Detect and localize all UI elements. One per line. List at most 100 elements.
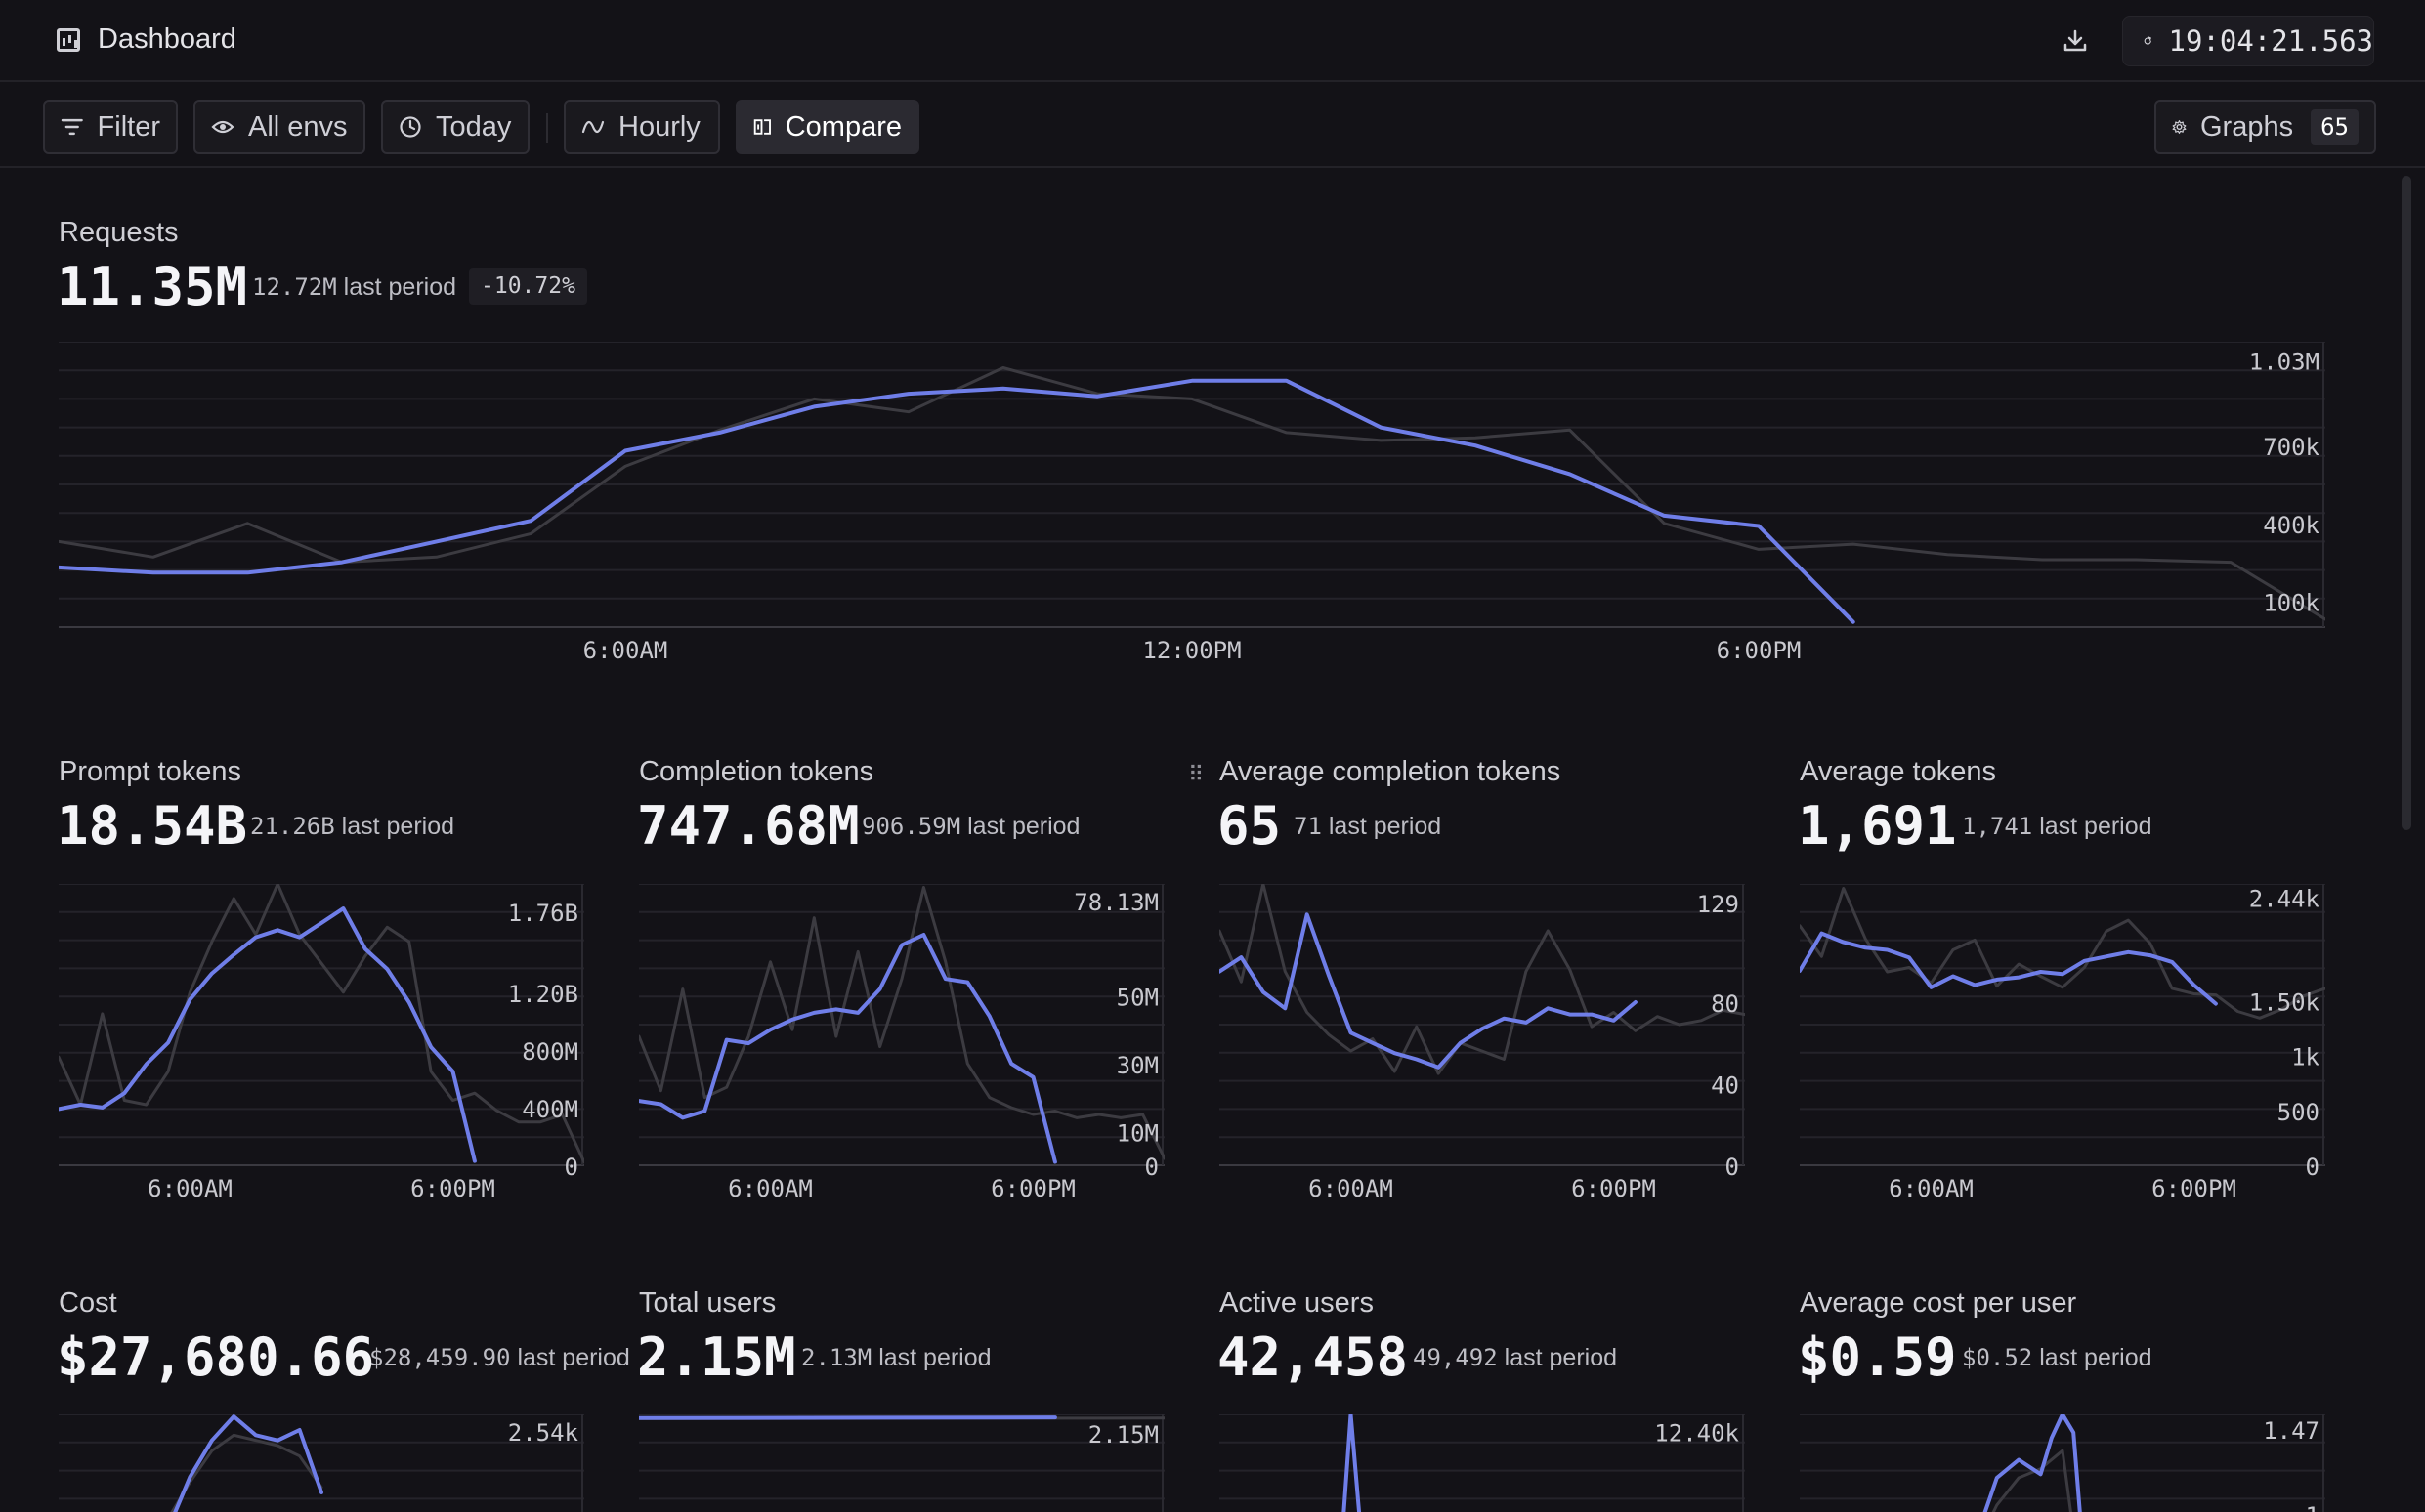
requests-title: Requests: [59, 217, 179, 248]
y-tick-label: 1.50k: [2249, 988, 2320, 1016]
y-tick-label: 800M: [522, 1038, 578, 1066]
previous-period-series: [639, 886, 1165, 1160]
refresh-icon: [2144, 36, 2151, 45]
clock-icon: [400, 116, 421, 138]
completion-tokens-chart: 78.13M 50M 30M 10M 0 6:00AM 6:00PM: [639, 884, 1165, 1202]
completion-tokens-last-period: 906.59M last period: [862, 813, 1080, 841]
avg-completion-tokens-value: 65: [1217, 795, 1282, 857]
current-period-series: [639, 933, 1057, 1164]
avg-completion-tokens-last-period-value: 71: [1294, 813, 1322, 840]
avg-completion-tokens-last-period: 71 last period: [1294, 813, 1441, 841]
interval-label: Hourly: [618, 110, 701, 143]
completion-tokens-value: 747.68M: [637, 795, 860, 857]
total-users-chart: 2.15M1.40M: [639, 1414, 1165, 1512]
previous-period-series: [1219, 884, 1745, 1075]
y-tick-label: 1k: [2291, 1044, 2319, 1071]
active-users-last-period-value: 49,492: [1413, 1344, 1498, 1371]
avg-cost-user-last-period: $0.52 last period: [1962, 1344, 2152, 1372]
scrollbar[interactable]: [2402, 176, 2411, 830]
y-tick-label: 400k: [2263, 512, 2319, 539]
envs-label: All envs: [248, 110, 348, 143]
requests-last-period-label: last period: [343, 273, 457, 301]
x-tick-label: 6:00PM: [1717, 637, 1802, 664]
y-tick-label: 80: [1711, 990, 1739, 1018]
cost-title: Cost: [59, 1287, 117, 1319]
avg-tokens-title: Average tokens: [1800, 756, 1996, 787]
x-tick-label: 6:00AM: [148, 1175, 233, 1202]
y-tick-label: 1: [2306, 1502, 2319, 1512]
current-period-series: [1341, 1414, 1362, 1512]
header: Dashboard 19:04:21.563: [0, 0, 2425, 82]
x-tick-label: 6:00PM: [2151, 1175, 2236, 1202]
date-range-button[interactable]: Today: [381, 100, 530, 154]
y-tick-label: 1.76B: [508, 900, 578, 927]
prompt-tokens-last-period-label: last period: [341, 813, 455, 840]
interval-button[interactable]: Hourly: [564, 100, 720, 154]
current-time: 19:04:21.563: [2168, 24, 2373, 58]
envs-button[interactable]: All envs: [193, 100, 365, 154]
active-users-chart: 12.40k8k: [1219, 1414, 1745, 1512]
y-tick-label: 1.47: [2263, 1417, 2319, 1445]
previous-period-series: [170, 1433, 323, 1512]
requests-value: 11.35M: [57, 256, 248, 317]
y-tick-label: 2.15M: [1088, 1421, 1159, 1449]
graphs-label: Graphs: [2199, 110, 2294, 143]
filter-button[interactable]: Filter: [43, 100, 178, 154]
y-tick-label: 700k: [2263, 434, 2319, 461]
total-users-title: Total users: [639, 1287, 777, 1319]
y-tick-label: 40: [1711, 1072, 1739, 1100]
refresh-time-button[interactable]: 19:04:21.563: [2122, 16, 2374, 66]
active-users-last-period-label: last period: [1504, 1344, 1618, 1371]
requests-last-period: 12.72M last period: [252, 273, 456, 302]
y-tick-label: 78.13M: [1074, 889, 1159, 916]
y-tick-label: 0: [1145, 1154, 1159, 1181]
completion-tokens-title: Completion tokens: [639, 756, 874, 787]
y-tick-label: 100k: [2263, 589, 2319, 616]
cost-last-period-value: $28,459.90: [369, 1344, 511, 1371]
total-users-last-period-value: 2.13M: [801, 1344, 872, 1371]
avg-completion-tokens-last-period-label: last period: [1328, 813, 1442, 840]
title-group: Dashboard: [57, 23, 236, 56]
date-range-label: Today: [436, 110, 512, 143]
gear-icon: [2172, 120, 2187, 134]
wave-icon: [581, 120, 605, 134]
previous-period-series: [59, 366, 2325, 621]
requests-chart: 1.03M 700k 400k 100k 6:00AM 12:00PM 6:00PM: [59, 342, 2325, 664]
prompt-tokens-chart: 1.76B 1.20B 800M 400M 0 6:00AM 6:00PM: [59, 884, 584, 1202]
compare-button[interactable]: Compare: [736, 100, 919, 154]
y-tick-label: 50M: [1117, 985, 1159, 1012]
prompt-tokens-last-period-value: 21.26B: [250, 813, 335, 840]
requests-last-period-value: 12.72M: [252, 273, 337, 301]
current-period-series: [639, 1415, 1057, 1420]
drag-handle-icon[interactable]: ⠿: [1188, 762, 1205, 786]
avg-cost-user-value: $0.59: [1798, 1326, 1957, 1388]
page-title: Dashboard: [98, 23, 236, 55]
avg-tokens-value: 1,691: [1798, 795, 1957, 857]
current-period-series: [1800, 931, 2218, 1006]
completion-tokens-last-period-label: last period: [967, 813, 1081, 840]
cost-value: $27,680.66: [57, 1326, 375, 1388]
active-users-title: Active users: [1219, 1287, 1374, 1319]
x-tick-label: 12:00PM: [1142, 637, 1241, 664]
current-period-series: [59, 906, 477, 1163]
download-button[interactable]: [2052, 20, 2099, 63]
graphs-count-badge: 65: [2311, 109, 2359, 145]
y-tick-label: 129: [1697, 891, 1739, 918]
prompt-tokens-value: 18.54B: [57, 795, 248, 857]
y-tick-label: 12.40k: [1654, 1419, 1739, 1447]
x-tick-label: 6:00AM: [583, 637, 668, 664]
current-period-series: [1982, 1414, 2082, 1512]
y-tick-label: 400M: [522, 1096, 578, 1123]
y-tick-label: 1.20B: [508, 981, 578, 1008]
total-users-value: 2.15M: [637, 1326, 796, 1388]
graphs-button[interactable]: Graphs 65: [2154, 100, 2376, 154]
avg-cost-user-title: Average cost per user: [1800, 1287, 2077, 1319]
x-tick-label: 6:00AM: [1308, 1175, 1393, 1202]
y-tick-label: 2.54k: [508, 1419, 579, 1447]
y-tick-label: 10M: [1117, 1119, 1159, 1147]
x-tick-label: 6:00PM: [410, 1175, 495, 1202]
avg-tokens-chart: 2.44k 1.50k 1k 500 0 6:00AM 6:00PM: [1800, 884, 2325, 1202]
x-tick-label: 6:00AM: [728, 1175, 813, 1202]
y-tick-label: 1.03M: [2249, 349, 2319, 376]
current-period-series: [1219, 912, 1638, 1070]
